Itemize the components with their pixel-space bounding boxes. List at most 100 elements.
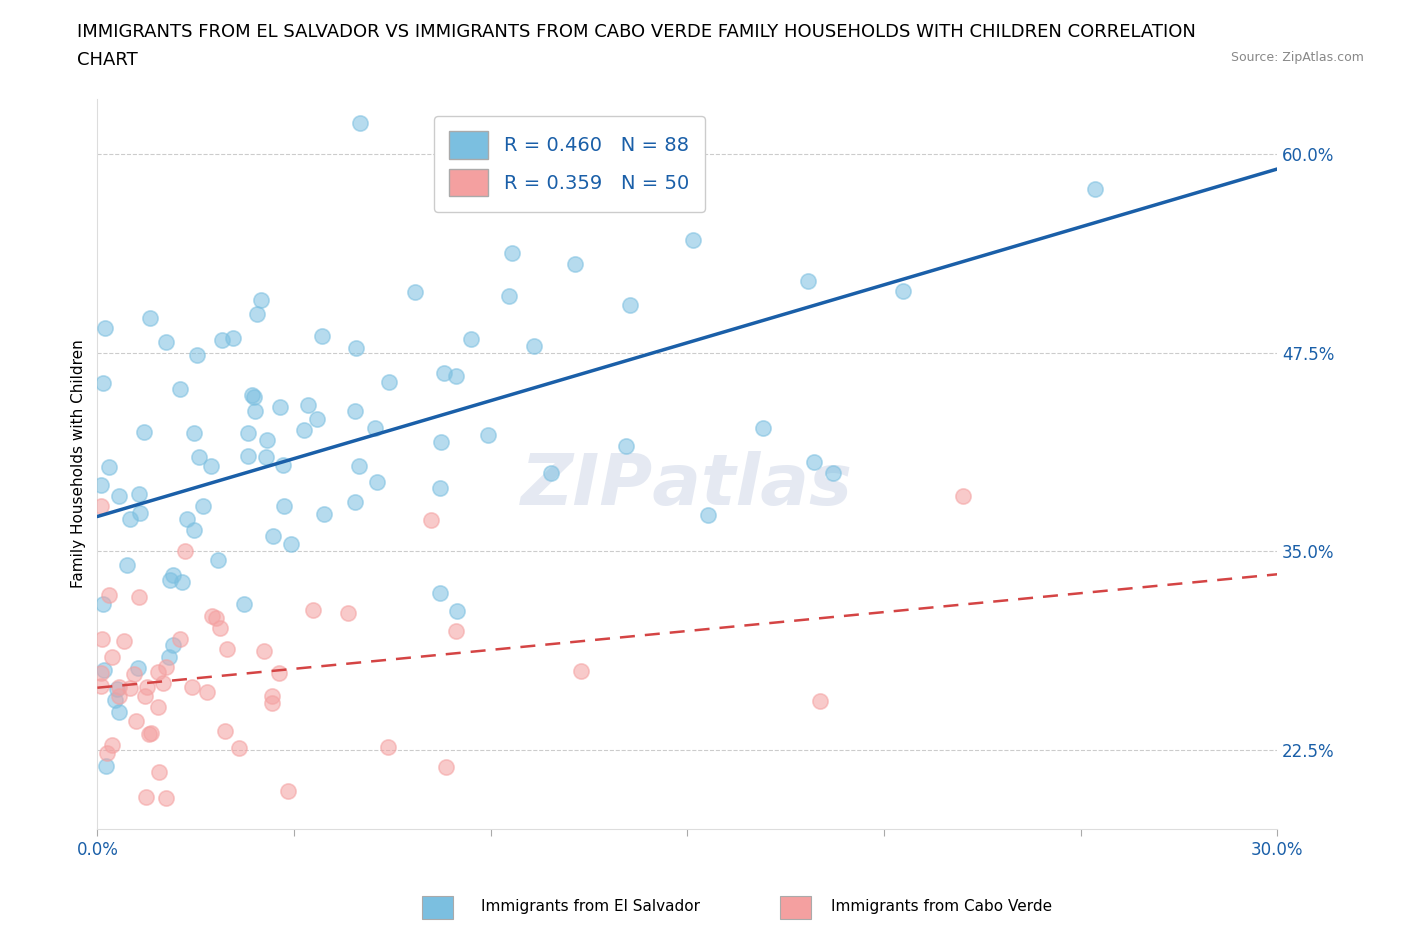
Text: Immigrants from Cabo Verde: Immigrants from Cabo Verde: [831, 899, 1053, 914]
Point: [343, 495, 366, 510]
Point: [377, 739, 399, 754]
Point: [169, 382, 191, 397]
Point: [195, 684, 218, 699]
Point: [821, 466, 844, 481]
Point: [245, 404, 267, 418]
Point: [429, 586, 451, 601]
Point: [107, 704, 129, 719]
Text: ZIP​atlas: ZIP​atlas: [522, 451, 853, 521]
Point: [112, 633, 135, 648]
Point: [183, 426, 205, 441]
Point: [90, 679, 112, 694]
Point: [214, 724, 236, 739]
Point: [564, 257, 586, 272]
Point: [162, 567, 184, 582]
Point: [569, 664, 592, 679]
Point: [155, 790, 177, 805]
Point: [122, 667, 145, 682]
Point: [238, 448, 260, 463]
Point: [148, 764, 170, 779]
Point: [378, 375, 401, 390]
Point: [311, 328, 333, 343]
Point: [207, 553, 229, 568]
Point: [434, 760, 457, 775]
Point: [446, 604, 468, 618]
Point: [302, 602, 325, 617]
Point: [269, 399, 291, 414]
Point: [118, 681, 141, 696]
Point: [277, 784, 299, 799]
Point: [236, 426, 259, 441]
Point: [810, 693, 832, 708]
Point: [96, 746, 118, 761]
Point: [127, 660, 149, 675]
Point: [433, 365, 456, 380]
Point: [297, 397, 319, 412]
Point: [108, 489, 131, 504]
Point: [125, 713, 148, 728]
Point: [363, 420, 385, 435]
Point: [952, 488, 974, 503]
Point: [170, 575, 193, 590]
Point: [260, 696, 283, 711]
Point: [91, 596, 114, 611]
Text: Immigrants from El Salvador: Immigrants from El Salvador: [481, 899, 700, 914]
Point: [128, 590, 150, 604]
Text: IMMIGRANTS FROM EL SALVADOR VS IMMIGRANTS FROM CABO VERDE FAMILY HOUSEHOLDS WITH: IMMIGRANTS FROM EL SALVADOR VS IMMIGRANT…: [77, 23, 1197, 41]
Y-axis label: Family Households with Children: Family Households with Children: [72, 339, 86, 589]
Point: [444, 624, 467, 639]
Point: [292, 422, 315, 437]
Point: [209, 620, 232, 635]
Legend: R = 0.460   N = 88, R = 0.359   N = 50: R = 0.460 N = 88, R = 0.359 N = 50: [434, 115, 704, 212]
Point: [191, 498, 214, 513]
Text: Source: ZipAtlas.com: Source: ZipAtlas.com: [1230, 51, 1364, 64]
Point: [141, 725, 163, 740]
Point: [107, 688, 129, 703]
Point: [97, 459, 120, 474]
Point: [305, 411, 328, 426]
Point: [136, 679, 159, 694]
Point: [222, 331, 245, 346]
Point: [205, 610, 228, 625]
Point: [97, 587, 120, 602]
Point: [262, 688, 284, 703]
Point: [90, 498, 112, 513]
Point: [444, 369, 467, 384]
Point: [139, 311, 162, 325]
Point: [183, 523, 205, 538]
Point: [155, 335, 177, 350]
Point: [228, 741, 250, 756]
Point: [152, 676, 174, 691]
Point: [523, 339, 546, 353]
Point: [344, 341, 367, 356]
Point: [657, 168, 679, 183]
Point: [460, 332, 482, 347]
Point: [108, 679, 131, 694]
Point: [100, 649, 122, 664]
Point: [201, 608, 224, 623]
Point: [91, 631, 114, 646]
Point: [159, 572, 181, 587]
Point: [188, 449, 211, 464]
Point: [169, 631, 191, 646]
Point: [128, 487, 150, 502]
Point: [254, 449, 277, 464]
Point: [155, 660, 177, 675]
Point: [347, 458, 370, 473]
Point: [752, 420, 775, 435]
Point: [176, 512, 198, 526]
Point: [614, 439, 637, 454]
Point: [94, 320, 117, 335]
Point: [280, 537, 302, 551]
Point: [273, 498, 295, 513]
Point: [105, 682, 128, 697]
Point: [211, 332, 233, 347]
Text: CHART: CHART: [77, 51, 138, 69]
Point: [366, 474, 388, 489]
Point: [269, 666, 291, 681]
Point: [115, 557, 138, 572]
Point: [1084, 182, 1107, 197]
Point: [200, 458, 222, 473]
Point: [146, 664, 169, 679]
Point: [540, 465, 562, 480]
